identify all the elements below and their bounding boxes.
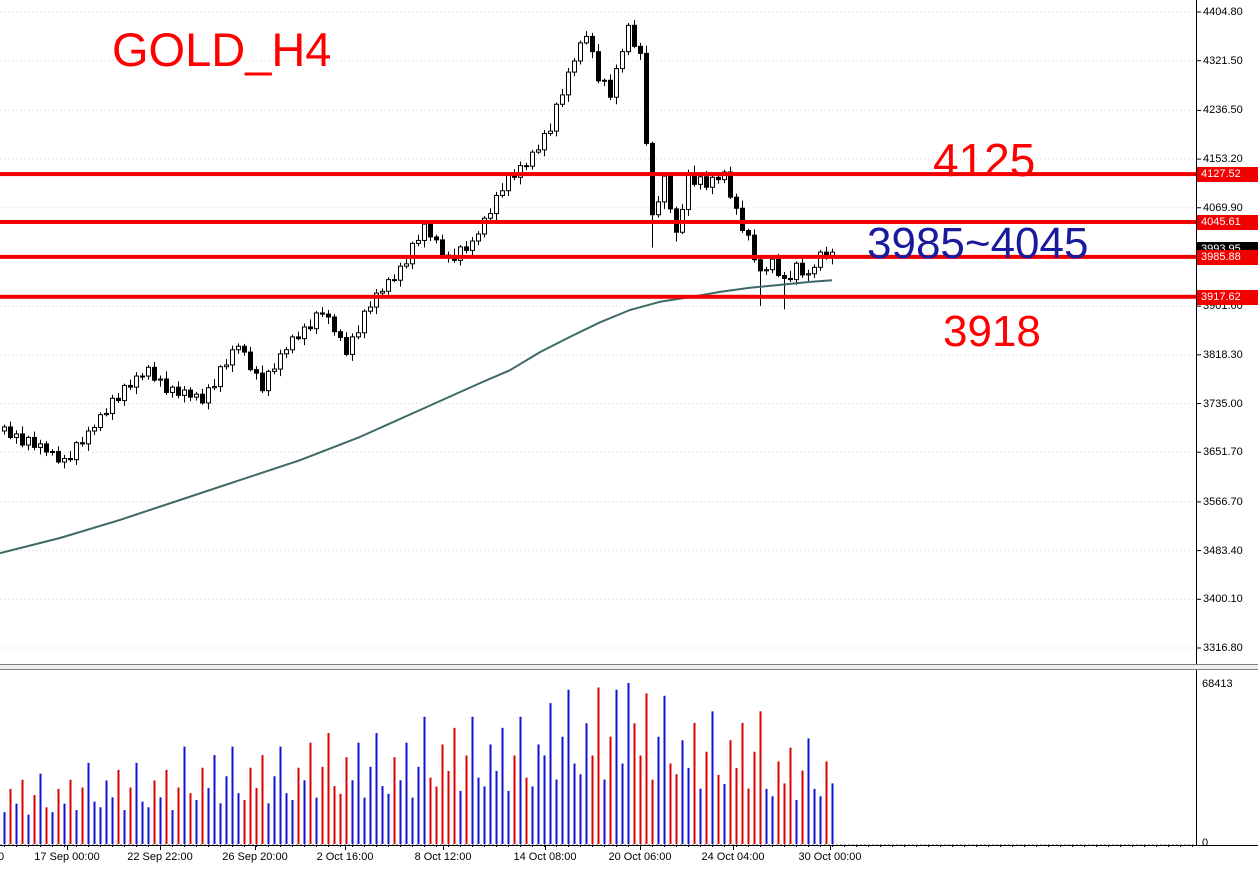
- volume-bars: [0, 683, 1196, 845]
- candlesticks: [2, 20, 835, 469]
- panel-splitter[interactable]: [0, 664, 1258, 670]
- horizontal-level-lines[interactable]: [0, 172, 1196, 299]
- moving-average-line: [0, 279, 833, 555]
- price-gridlines: [0, 11, 1196, 649]
- axes-and-ticks[interactable]: [0, 0, 1258, 850]
